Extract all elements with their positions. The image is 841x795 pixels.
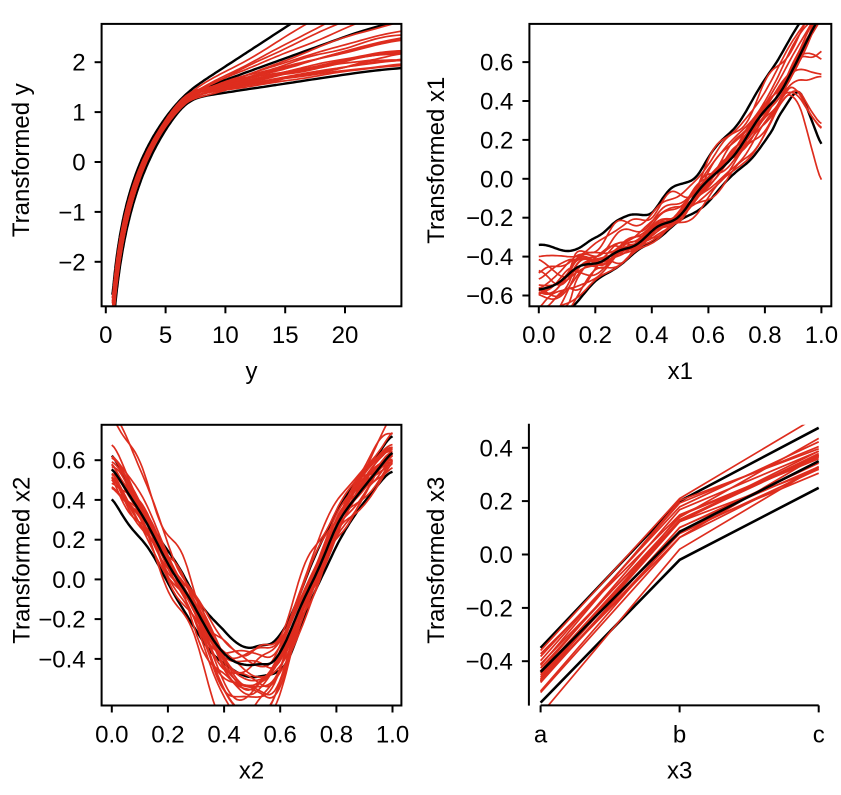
svg-text:0.2: 0.2 bbox=[579, 322, 612, 349]
svg-text:1: 1 bbox=[72, 100, 85, 127]
svg-text:2: 2 bbox=[72, 50, 85, 77]
svg-text:Transformed x3: Transformed x3 bbox=[423, 477, 450, 644]
svg-text:10: 10 bbox=[212, 322, 239, 349]
svg-text:Transformed x1: Transformed x1 bbox=[423, 77, 450, 244]
svg-text:0.0: 0.0 bbox=[52, 567, 85, 594]
svg-text:20: 20 bbox=[332, 322, 359, 349]
svg-text:0.4: 0.4 bbox=[52, 487, 85, 514]
svg-text:1.0: 1.0 bbox=[376, 721, 409, 748]
svg-text:0.6: 0.6 bbox=[480, 50, 513, 77]
svg-text:−0.2: −0.2 bbox=[466, 595, 513, 622]
svg-text:0.4: 0.4 bbox=[635, 322, 668, 349]
svg-text:0.6: 0.6 bbox=[692, 322, 725, 349]
svg-text:0.0: 0.0 bbox=[480, 542, 513, 569]
svg-text:0.0: 0.0 bbox=[95, 721, 128, 748]
svg-text:−0.4: −0.4 bbox=[466, 244, 513, 271]
svg-text:x1: x1 bbox=[668, 358, 693, 385]
svg-text:x3: x3 bbox=[667, 758, 692, 785]
svg-text:0.2: 0.2 bbox=[480, 489, 513, 516]
svg-text:0.4: 0.4 bbox=[207, 721, 240, 748]
svg-text:1.0: 1.0 bbox=[805, 322, 838, 349]
svg-text:15: 15 bbox=[272, 322, 299, 349]
svg-text:0: 0 bbox=[99, 322, 112, 349]
svg-text:0.2: 0.2 bbox=[151, 721, 184, 748]
svg-text:0.8: 0.8 bbox=[320, 721, 353, 748]
svg-text:0.2: 0.2 bbox=[52, 527, 85, 554]
svg-text:Transformed y: Transformed y bbox=[8, 83, 35, 237]
svg-text:0.0: 0.0 bbox=[480, 166, 513, 193]
svg-text:−1: −1 bbox=[58, 199, 85, 226]
svg-text:−0.4: −0.4 bbox=[38, 646, 85, 673]
svg-text:5: 5 bbox=[159, 322, 172, 349]
svg-text:0.4: 0.4 bbox=[480, 89, 513, 116]
svg-text:y: y bbox=[246, 358, 258, 385]
svg-text:−0.2: −0.2 bbox=[38, 607, 85, 634]
svg-text:0.2: 0.2 bbox=[480, 127, 513, 154]
svg-text:x2: x2 bbox=[239, 758, 264, 785]
svg-text:b: b bbox=[673, 721, 686, 748]
svg-text:−0.6: −0.6 bbox=[466, 283, 513, 310]
svg-text:c: c bbox=[813, 721, 825, 748]
svg-text:0.4: 0.4 bbox=[480, 435, 513, 462]
svg-text:−2: −2 bbox=[58, 249, 85, 276]
svg-text:Transformed x2: Transformed x2 bbox=[8, 477, 35, 644]
svg-text:−0.4: −0.4 bbox=[466, 649, 513, 676]
svg-text:−0.2: −0.2 bbox=[466, 205, 513, 232]
svg-text:0.6: 0.6 bbox=[264, 721, 297, 748]
svg-text:0.0: 0.0 bbox=[522, 322, 555, 349]
svg-text:0.8: 0.8 bbox=[748, 322, 781, 349]
svg-text:0: 0 bbox=[72, 150, 85, 177]
svg-text:a: a bbox=[534, 721, 548, 748]
svg-text:0.6: 0.6 bbox=[52, 448, 85, 475]
